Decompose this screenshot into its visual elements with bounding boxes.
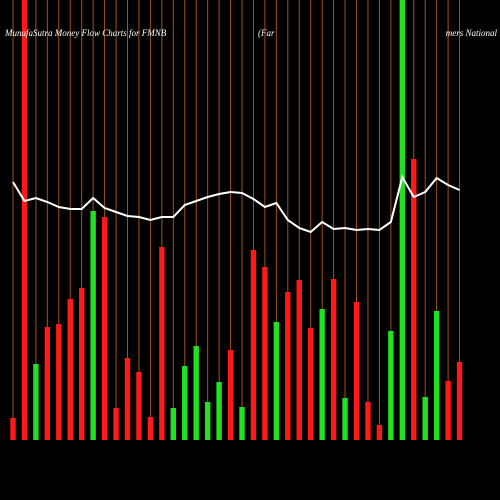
bar: [285, 292, 291, 440]
bar: [193, 346, 199, 440]
chart-subtitle: (Far: [258, 28, 275, 38]
bar: [67, 299, 73, 440]
chart-subtitle: mers National: [446, 28, 498, 38]
bar: [101, 217, 108, 440]
bar: [216, 382, 222, 440]
line: [12, 174, 460, 234]
chart-title: MunafaSutra Money Flow Charts for FMNB: [4, 28, 167, 38]
bar: [124, 358, 131, 440]
bar: [422, 397, 428, 440]
bar: [170, 408, 176, 440]
bar: [239, 407, 245, 440]
bar: [273, 322, 280, 440]
bar: [227, 350, 234, 440]
bar: [56, 324, 62, 440]
bar: [90, 211, 96, 440]
bar: [262, 267, 268, 440]
bar: [411, 159, 417, 440]
bar: [388, 331, 394, 440]
bars: [10, 0, 463, 440]
bar: [21, 0, 28, 440]
bar: [445, 381, 451, 440]
bar: [33, 364, 39, 440]
bar: [433, 311, 440, 440]
lines: [12, 174, 460, 234]
bar: [296, 280, 302, 440]
bar: [330, 279, 337, 440]
bar: [136, 372, 142, 440]
bar: [250, 250, 257, 440]
bar: [44, 327, 51, 440]
bar: [456, 362, 463, 440]
bar: [365, 402, 371, 440]
bar: [319, 309, 325, 440]
bar: [204, 402, 211, 440]
bar: [353, 302, 360, 440]
bar: [308, 328, 314, 440]
bar: [182, 366, 188, 440]
bar: [79, 288, 85, 440]
bar: [342, 398, 348, 440]
bar: [10, 418, 16, 440]
bar: [376, 425, 383, 440]
bar: [399, 0, 405, 440]
bar: [159, 247, 165, 440]
bar: [147, 417, 154, 440]
bar: [113, 408, 119, 440]
